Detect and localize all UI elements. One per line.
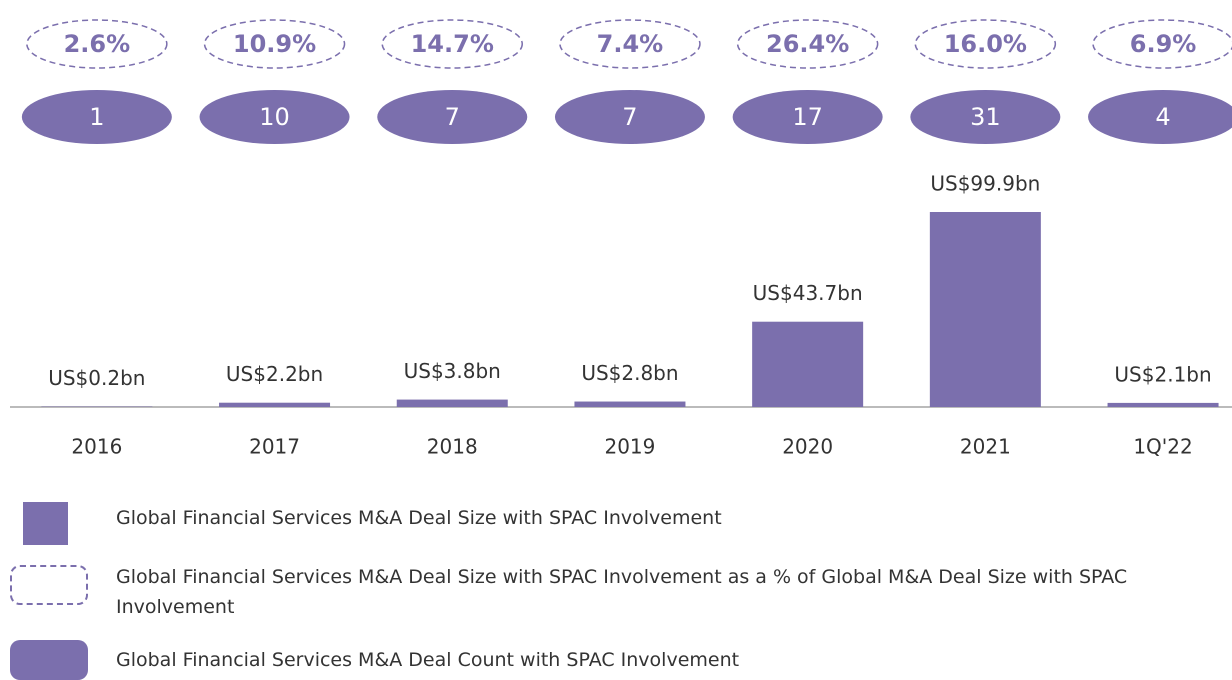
x-tick-label: 1Q'22: [1133, 435, 1192, 459]
legend-label: Global Financial Services M&A Deal Size …: [116, 562, 1146, 622]
x-tick-label: 2017: [249, 435, 300, 459]
count-label: 10: [259, 103, 290, 131]
value-label: US$0.2bn: [48, 366, 145, 390]
bar: [752, 322, 863, 407]
percent-label: 7.4%: [597, 30, 664, 58]
percent-label: 26.4%: [766, 30, 849, 58]
percent-label: 14.7%: [411, 30, 494, 58]
percent-label: 2.6%: [64, 30, 131, 58]
percent-label: 16.0%: [944, 30, 1027, 58]
x-tick-label: 2020: [782, 435, 833, 459]
x-tick-label: 2021: [960, 435, 1011, 459]
value-label: US$3.8bn: [404, 359, 501, 383]
legend-swatch-oval: [10, 640, 88, 680]
count-label: 1: [89, 103, 104, 131]
bar: [1108, 403, 1219, 407]
percent-label: 10.9%: [233, 30, 316, 58]
count-label: 7: [622, 103, 637, 131]
value-label: US$2.2bn: [226, 362, 323, 386]
legend-swatch-bar: [23, 502, 68, 545]
bar: [397, 400, 508, 407]
bar: [219, 403, 330, 407]
count-label: 31: [970, 103, 1001, 131]
count-label: 7: [445, 103, 460, 131]
value-label: US$2.1bn: [1114, 362, 1211, 386]
count-label: 4: [1155, 103, 1170, 131]
legend-label: Global Financial Services M&A Deal Size …: [116, 503, 1146, 533]
value-label: US$2.8bn: [581, 361, 678, 385]
percent-label: 6.9%: [1130, 30, 1197, 58]
bar: [574, 402, 685, 407]
legend-label: Global Financial Services M&A Deal Count…: [116, 645, 1146, 675]
value-label: US$99.9bn: [930, 172, 1040, 196]
legend-swatch-dashed: [10, 565, 88, 605]
count-label: 17: [792, 103, 823, 131]
x-tick-label: 2018: [427, 435, 478, 459]
value-label: US$43.7bn: [753, 281, 863, 305]
bar: [930, 212, 1041, 407]
x-tick-label: 2019: [604, 435, 655, 459]
x-tick-label: 2016: [71, 435, 122, 459]
